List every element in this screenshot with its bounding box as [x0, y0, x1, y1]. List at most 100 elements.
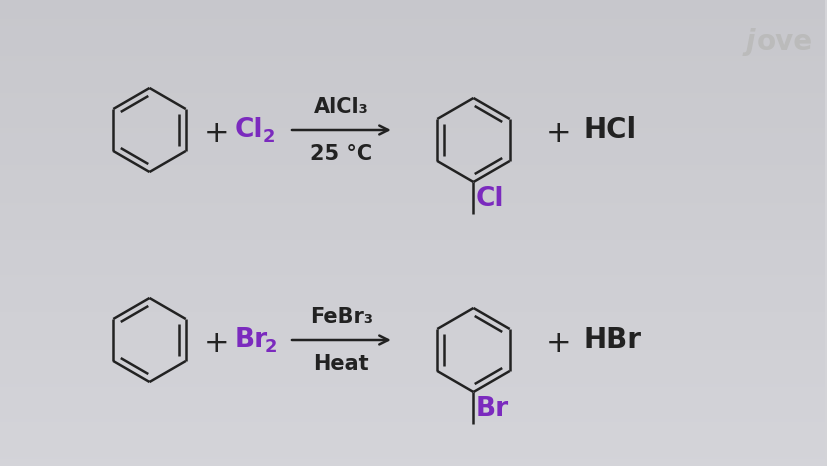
Bar [0, 266, 825, 268]
Bar [0, 336, 825, 338]
Bar [0, 308, 825, 310]
Bar [0, 424, 825, 426]
Bar [0, 366, 825, 368]
Bar [0, 391, 825, 394]
Bar [0, 291, 825, 294]
Bar [0, 282, 825, 284]
Bar [0, 343, 825, 345]
Bar [0, 82, 825, 84]
Bar [0, 422, 825, 424]
Bar [0, 370, 825, 373]
Bar [0, 107, 825, 110]
Bar [0, 40, 825, 42]
Bar [0, 331, 825, 333]
Bar [0, 161, 825, 163]
Bar [0, 149, 825, 151]
Bar [0, 268, 825, 270]
Bar [0, 405, 825, 408]
Bar [0, 461, 825, 464]
Bar [0, 93, 825, 96]
Bar [0, 415, 825, 417]
Bar [0, 184, 825, 186]
Bar [0, 457, 825, 459]
Bar [0, 275, 825, 277]
Bar [0, 144, 825, 147]
Bar [0, 387, 825, 389]
Bar [0, 231, 825, 233]
Bar [0, 140, 825, 142]
Bar [0, 259, 825, 261]
Bar [0, 242, 825, 245]
Text: j: j [744, 28, 754, 56]
Bar [0, 123, 825, 126]
Bar [0, 214, 825, 217]
Bar [0, 322, 825, 324]
Bar [0, 261, 825, 263]
Bar [0, 356, 825, 359]
Bar [0, 168, 825, 170]
Bar [0, 0, 825, 2]
Bar [0, 7, 825, 9]
Text: FeBr₃: FeBr₃ [309, 307, 372, 327]
Bar [0, 429, 825, 431]
Bar [0, 350, 825, 352]
Bar [0, 294, 825, 296]
Bar [0, 464, 825, 466]
Bar [0, 389, 825, 391]
Bar [0, 298, 825, 301]
Bar [0, 459, 825, 461]
Bar [0, 373, 825, 375]
Bar [0, 61, 825, 63]
Bar [0, 128, 825, 130]
Text: Cl: Cl [234, 117, 262, 143]
Bar [0, 14, 825, 16]
Text: ove: ove [756, 28, 812, 56]
Bar [0, 368, 825, 370]
Bar [0, 177, 825, 179]
Bar [0, 142, 825, 144]
Bar [0, 217, 825, 219]
Text: +: + [203, 329, 229, 357]
Bar [0, 42, 825, 44]
Bar [0, 72, 825, 75]
Bar [0, 114, 825, 116]
Bar [0, 417, 825, 419]
Bar [0, 408, 825, 410]
Bar [0, 454, 825, 457]
Bar [0, 47, 825, 49]
Bar [0, 315, 825, 317]
Bar [0, 100, 825, 103]
Text: +: + [545, 329, 571, 357]
Text: Br: Br [475, 396, 508, 422]
Bar [0, 137, 825, 140]
Bar [0, 119, 825, 121]
Bar [0, 410, 825, 412]
Bar [0, 56, 825, 58]
Bar [0, 86, 825, 89]
Bar [0, 394, 825, 396]
Bar [0, 33, 825, 35]
Bar [0, 226, 825, 228]
Bar [0, 235, 825, 238]
Bar [0, 9, 825, 12]
Bar [0, 198, 825, 200]
Bar [0, 35, 825, 37]
Bar [0, 219, 825, 221]
Bar [0, 252, 825, 254]
Bar [0, 116, 825, 119]
Bar [0, 147, 825, 149]
Bar [0, 16, 825, 19]
Bar [0, 287, 825, 289]
Bar [0, 377, 825, 380]
Text: +: + [203, 118, 229, 148]
Bar [0, 433, 825, 436]
Bar [0, 450, 825, 452]
Bar [0, 203, 825, 205]
Bar [0, 91, 825, 93]
Bar [0, 419, 825, 422]
Bar [0, 256, 825, 259]
Bar [0, 443, 825, 445]
Bar [0, 28, 825, 30]
Bar [0, 58, 825, 61]
Bar [0, 447, 825, 450]
